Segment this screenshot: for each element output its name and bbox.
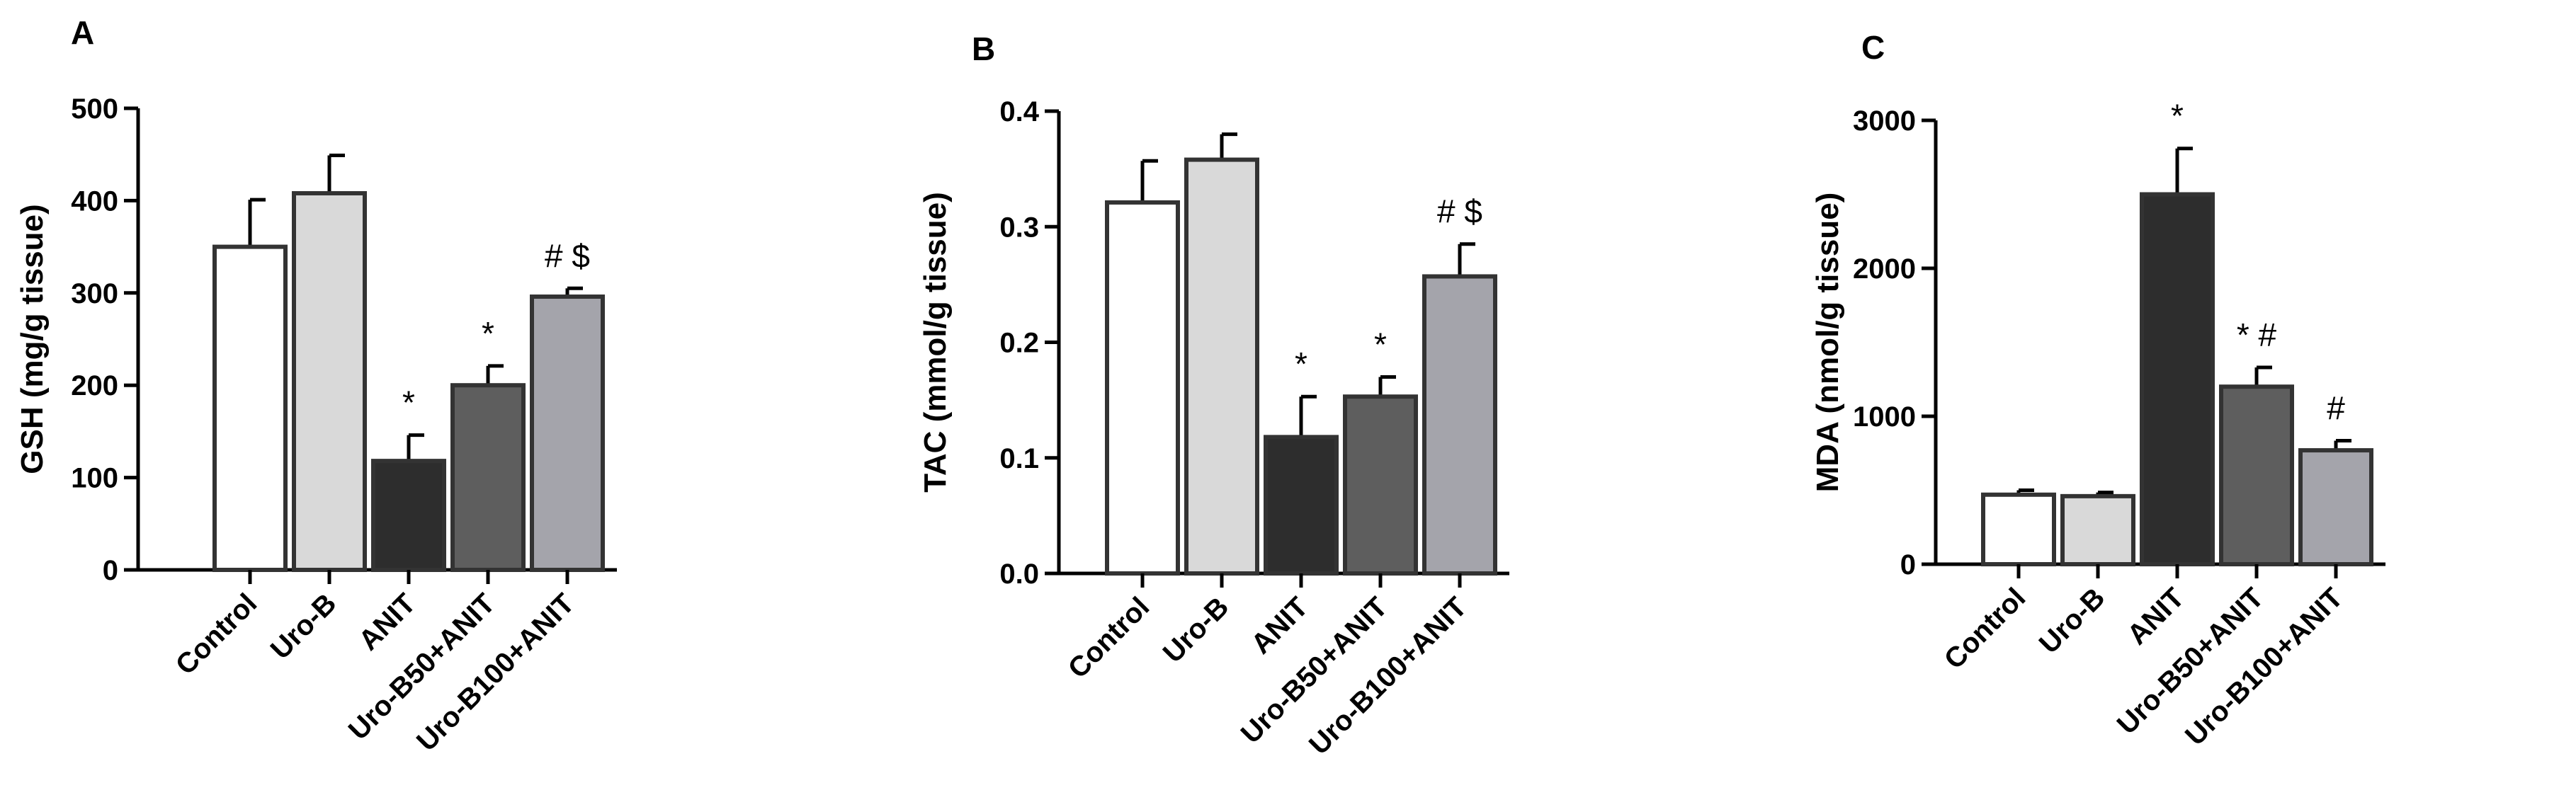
panel-label: B xyxy=(972,30,995,67)
x-category-label: ANIT xyxy=(1245,591,1314,660)
y-tick-label: 0.0 xyxy=(999,559,1039,590)
bar-anit xyxy=(371,459,446,572)
panel-label: A xyxy=(71,14,94,51)
x-category-label: Uro-B50+ANIT xyxy=(2111,582,2270,740)
x-category-label: Control xyxy=(1062,591,1156,685)
y-axis-title: GSH (mg/g tissue) xyxy=(15,204,50,474)
bar-control xyxy=(1981,492,2056,567)
y-tick-label: 0.1 xyxy=(999,443,1039,474)
bar-control xyxy=(1105,200,1180,576)
bar-uro-b50-anit xyxy=(2219,384,2294,567)
significance-label: * # xyxy=(2237,316,2277,353)
y-tick-label: 0.2 xyxy=(999,328,1039,359)
y-tick-label: 1000 xyxy=(1853,401,1916,433)
y-tick-label: 0.4 xyxy=(999,96,1039,127)
significance-label: * xyxy=(2171,98,2184,135)
y-axis-title: TAC (mmol/g tissue) xyxy=(918,192,953,493)
y-tick-label: 400 xyxy=(71,185,118,217)
y-tick-label: 0 xyxy=(1900,549,1916,581)
chart-panel-b: B 0.0 0.1 0.2 0.3 0.4 TAC (mmol/g tissue) Contr… xyxy=(918,30,1509,761)
bar-uro-b100-anit xyxy=(1422,274,1497,576)
y-tick-label: 0.3 xyxy=(999,212,1039,243)
y-tick-label: 500 xyxy=(71,93,118,125)
bar-anit xyxy=(2140,192,2215,566)
significance-label: # $ xyxy=(1437,193,1482,230)
significance-label: * xyxy=(482,315,494,352)
bar-uro-b50-anit xyxy=(450,383,526,572)
panel-label: C xyxy=(1861,29,1885,66)
y-tick-label: 300 xyxy=(71,278,118,309)
x-category-label: Uro-B xyxy=(265,588,343,665)
x-category-label: Control xyxy=(170,588,263,681)
x-category-label: Uro-B50+ANIT xyxy=(1235,591,1394,750)
significance-label: * xyxy=(1295,345,1307,382)
chart-panel-a: A 0 100 200 300 400 500 GSH (mg/g tissue) Contro… xyxy=(15,14,617,757)
y-tick-label: 200 xyxy=(71,370,118,401)
significance-label: # $ xyxy=(545,237,590,274)
bar-control xyxy=(212,244,288,572)
significance-label: # xyxy=(2327,389,2345,426)
y-tick-label: 2000 xyxy=(1853,253,1916,285)
x-category-label: ANIT xyxy=(2121,582,2190,651)
chart-panel-c: C 0 1000 2000 3000 MDA (nmol/g tissue) Control… xyxy=(1810,29,2385,752)
y-tick-label: 3000 xyxy=(1853,105,1916,137)
x-category-label: Uro-B50+ANIT xyxy=(343,588,501,746)
bar-anit xyxy=(1264,435,1339,576)
x-category-label: ANIT xyxy=(353,588,421,656)
significance-label: * xyxy=(402,384,415,421)
significance-label: * xyxy=(1374,326,1387,362)
x-category-label: Control xyxy=(1939,582,2032,675)
x-category-label: Uro-B xyxy=(1157,591,1235,669)
bar-uro-b xyxy=(2060,493,2135,566)
x-category-label: Uro-B xyxy=(2033,582,2111,660)
y-tick-label: 0 xyxy=(103,555,118,586)
bar-uro-b100-anit xyxy=(2298,448,2373,566)
bar-uro-b50-anit xyxy=(1343,394,1418,576)
bar-uro-b100-anit xyxy=(530,295,605,572)
y-axis-title: MDA (nmol/g tissue) xyxy=(1810,193,1845,493)
bar-uro-b xyxy=(292,190,367,572)
bar-uro-b xyxy=(1184,157,1259,576)
y-tick-label: 100 xyxy=(71,463,118,494)
